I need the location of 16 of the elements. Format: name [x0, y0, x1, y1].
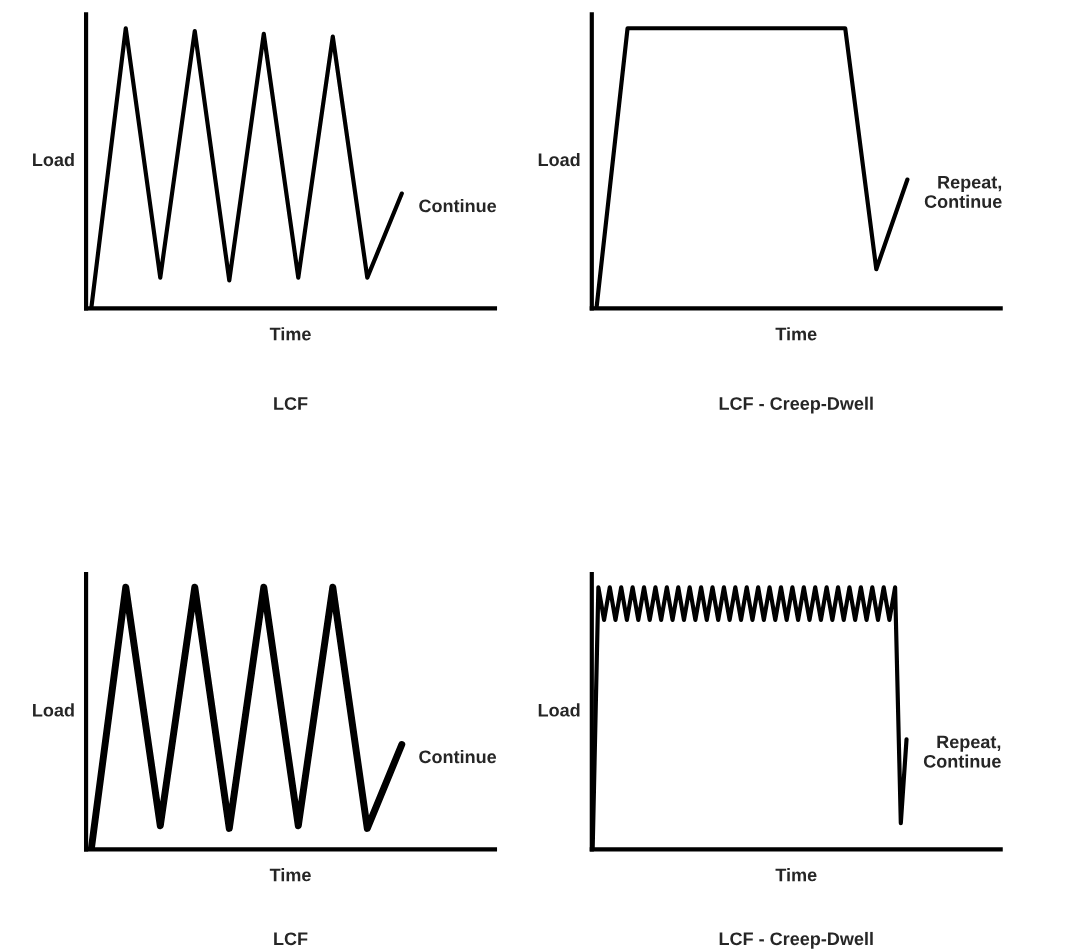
text: Repeat, Continue: [924, 175, 1002, 208]
text: Repeat, Continue: [923, 735, 1001, 768]
text: Continue: [419, 199, 497, 213]
y-axis-title: Load: [33, 703, 74, 717]
y-axis-title: Load: [33, 152, 74, 167]
x-axis-title: Time: [775, 327, 817, 341]
x-axis-title: Time: [269, 868, 311, 882]
text: LCF: [274, 397, 308, 410]
x-axis-title: Time: [269, 327, 311, 341]
text: LCF: [274, 932, 308, 946]
text: LCF - Creep-Dwell: [719, 931, 873, 949]
x-axis-title: Time: [775, 868, 817, 882]
y-axis-title: Load: [538, 703, 580, 717]
text: LCF - Creep-Dwell: [719, 396, 873, 414]
text: Continue: [419, 749, 497, 764]
y-axis-title: Load: [538, 152, 580, 167]
